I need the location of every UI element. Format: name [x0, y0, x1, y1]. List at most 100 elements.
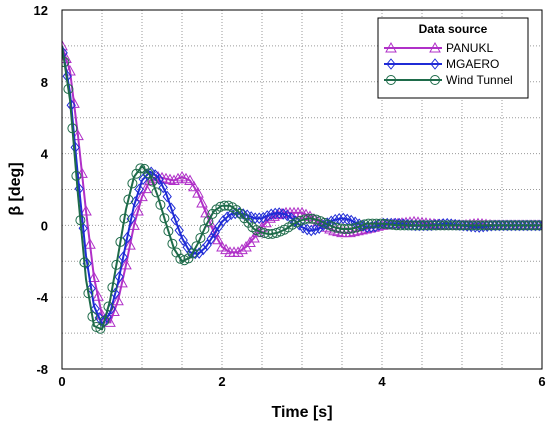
data-point-panukl [112, 294, 124, 306]
data-point-panukl [128, 219, 140, 230]
y-tick-label: 0 [41, 218, 48, 233]
data-point-wind-tunnel [507, 220, 518, 231]
data-point-wind-tunnel [435, 220, 446, 231]
data-point-wind-tunnel [255, 226, 266, 237]
data-point-wind-tunnel [359, 219, 370, 230]
data-point-wind-tunnel [491, 220, 502, 231]
data-point-mgaero [330, 213, 340, 226]
data-point-wind-tunnel [471, 220, 482, 231]
data-point-panukl [232, 246, 244, 257]
legend-box [377, 17, 529, 99]
data-point-wind-tunnel [119, 213, 130, 224]
data-point-wind-tunnel [299, 214, 310, 225]
data-point-wind-tunnel [103, 301, 114, 312]
data-point-wind-tunnel [263, 229, 274, 240]
data-point-mgaero [286, 212, 296, 224]
data-point-wind-tunnel [151, 187, 162, 198]
legend-marker [429, 41, 441, 53]
y-axis-title: β [deg] [7, 162, 24, 215]
data-point-panukl [184, 174, 196, 186]
data-point-mgaero [162, 190, 172, 203]
data-point-wind-tunnel [411, 220, 422, 231]
data-point-wind-tunnel [123, 194, 134, 205]
data-point-wind-tunnel [487, 220, 498, 231]
data-point-wind-tunnel [215, 201, 226, 212]
data-point-mgaero [282, 209, 292, 222]
data-point-panukl [192, 187, 204, 198]
data-point-wind-tunnel [395, 220, 406, 231]
y-tick-label: -4 [36, 290, 48, 305]
data-point-wind-tunnel [387, 219, 398, 230]
data-point-wind-tunnel [127, 178, 138, 189]
data-point-wind-tunnel [415, 220, 426, 231]
data-point-mgaero [90, 303, 100, 315]
data-point-wind-tunnel [79, 257, 90, 268]
data-point-wind-tunnel [515, 220, 526, 231]
data-point-wind-tunnel [371, 218, 382, 229]
data-point-wind-tunnel [343, 223, 354, 234]
data-point-wind-tunnel [443, 220, 454, 231]
data-point-wind-tunnel [403, 220, 414, 231]
data-point-wind-tunnel [87, 311, 98, 322]
data-point-panukl [236, 243, 248, 255]
x-tick-label: 2 [218, 374, 225, 389]
data-point-wind-tunnel [175, 253, 186, 264]
data-point-mgaero [122, 231, 132, 244]
data-point-wind-tunnel [335, 223, 346, 234]
data-point-wind-tunnel [339, 223, 350, 234]
data-point-wind-tunnel [83, 288, 94, 299]
data-point-wind-tunnel [375, 218, 386, 229]
legend-marker [386, 75, 396, 85]
data-point-mgaero [178, 234, 188, 246]
data-point-wind-tunnel [511, 220, 522, 231]
x-tick-label: 0 [58, 374, 65, 389]
data-point-wind-tunnel [363, 218, 374, 229]
data-point-wind-tunnel [431, 220, 442, 231]
data-point-mgaero [166, 202, 176, 215]
data-point-wind-tunnel [259, 228, 270, 239]
data-point-panukl [132, 205, 144, 216]
data-point-wind-tunnel [535, 220, 542, 231]
data-point-panukl [140, 182, 152, 194]
data-point-panukl [84, 238, 96, 249]
data-point-wind-tunnel [62, 57, 70, 68]
data-point-wind-tunnel [115, 236, 126, 247]
data-point-wind-tunnel [399, 220, 410, 231]
data-point-panukl [92, 290, 104, 301]
legend-title: Data source [419, 22, 488, 36]
data-point-wind-tunnel [167, 238, 178, 249]
data-point-panukl [188, 180, 200, 192]
y-tick-label: -8 [36, 362, 48, 377]
data-point-wind-tunnel [219, 200, 230, 211]
series-wind-tunnel [62, 45, 542, 334]
data-point-wind-tunnel [451, 220, 462, 231]
data-point-wind-tunnel [107, 282, 118, 293]
data-point-mgaero [266, 208, 276, 221]
data-point-wind-tunnel [531, 220, 542, 231]
data-point-wind-tunnel [143, 168, 154, 179]
data-point-mgaero [102, 311, 112, 323]
data-point-mgaero [270, 207, 280, 220]
legend-marker [386, 58, 396, 70]
data-point-wind-tunnel [383, 219, 394, 230]
data-point-wind-tunnel [159, 213, 170, 224]
data-point-panukl [62, 39, 68, 51]
data-point-wind-tunnel [195, 232, 206, 243]
data-point-wind-tunnel [519, 220, 530, 231]
data-point-wind-tunnel [135, 163, 146, 174]
legend-label: Wind Tunnel [446, 73, 513, 87]
data-point-mgaero [262, 210, 272, 222]
legend-item-panukl: PANUKL [384, 41, 493, 55]
legend-item-wind-tunnel: Wind Tunnel [384, 73, 513, 87]
plot-frame [61, 9, 543, 370]
data-point-wind-tunnel [99, 315, 110, 326]
data-point-wind-tunnel [95, 323, 106, 334]
data-point-wind-tunnel [303, 213, 314, 224]
data-point-mgaero [258, 211, 268, 224]
data-point-panukl [212, 233, 224, 245]
legend-label: PANUKL [446, 41, 493, 55]
legend-marker [385, 41, 397, 53]
data-point-mgaero [170, 213, 180, 226]
data-point-wind-tunnel [67, 123, 78, 134]
data-point-mgaero [154, 173, 164, 186]
